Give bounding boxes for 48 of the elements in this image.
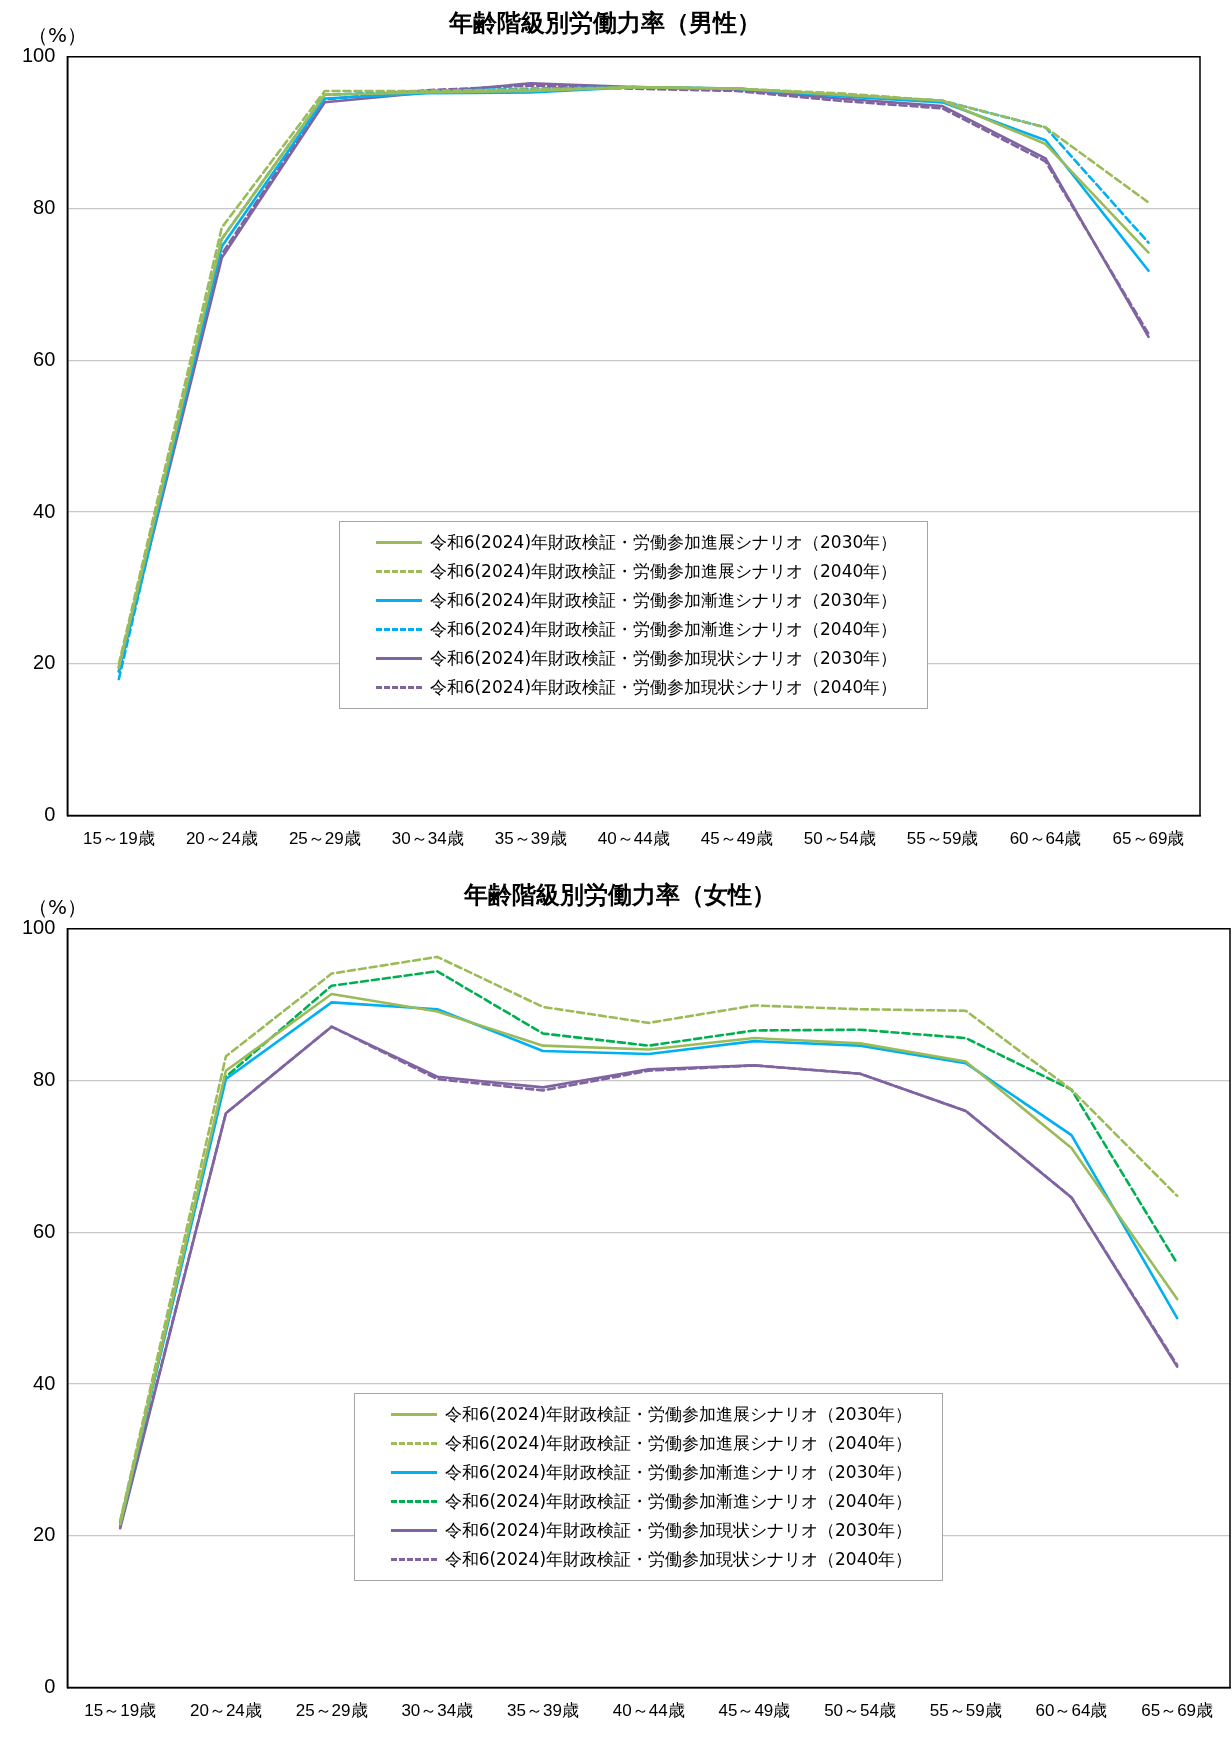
chart-title: 年齢階級別労働力率（女性） bbox=[463, 880, 776, 909]
legend-label: 令和6(2024)年財政検証・労働参加漸進シナリオ（2030年） bbox=[429, 589, 898, 613]
x-tick-label: 15～19歳 bbox=[82, 829, 155, 849]
x-tick-label: 60～64歳 bbox=[1035, 1701, 1108, 1721]
x-tick-label: 20～24歳 bbox=[185, 829, 258, 849]
y-tick-label: 80 bbox=[33, 196, 56, 219]
x-tick-label: 30～34歳 bbox=[391, 829, 464, 849]
x-tick-label: 30～34歳 bbox=[401, 1701, 474, 1721]
x-tick-label: 15～19歳 bbox=[84, 1701, 157, 1721]
y-tick-label: 40 bbox=[33, 499, 56, 522]
x-tick-label: 60～64歳 bbox=[1009, 829, 1082, 849]
legend-label: 令和6(2024)年財政検証・労働参加進展シナリオ（2040年） bbox=[444, 1432, 913, 1456]
x-tick-label: 20～24歳 bbox=[190, 1701, 262, 1721]
x-tick-label: 65～69歳 bbox=[1112, 829, 1185, 849]
y-tick-label: 20 bbox=[33, 1523, 56, 1546]
legend-label: 令和6(2024)年財政検証・労働参加現状シナリオ（2040年） bbox=[429, 676, 898, 700]
x-tick-label: 45～49歳 bbox=[700, 829, 773, 849]
y-tick-label: 60 bbox=[33, 347, 56, 370]
chart-title: 年齢階級別労働力率（男性） bbox=[448, 8, 761, 37]
x-tick-label: 25～29歳 bbox=[288, 829, 361, 849]
legend-label: 令和6(2024)年財政検証・労働参加漸進シナリオ（2040年） bbox=[429, 618, 898, 642]
x-tick-label: 55～59歳 bbox=[929, 1701, 1002, 1721]
y-tick-label: 40 bbox=[33, 1371, 56, 1394]
y-tick-label: 20 bbox=[33, 651, 56, 674]
x-tick-label: 65～69歳 bbox=[1141, 1701, 1214, 1721]
y-tick-label: 0 bbox=[44, 803, 56, 826]
legend-label: 令和6(2024)年財政検証・労働参加現状シナリオ（2030年） bbox=[429, 647, 898, 671]
legend-label: 令和6(2024)年財政検証・労働参加進展シナリオ（2040年） bbox=[429, 560, 898, 584]
x-tick-label: 50～54歳 bbox=[824, 1701, 896, 1721]
x-tick-label: 35～39歳 bbox=[494, 829, 567, 849]
x-tick-label: 55～59歳 bbox=[906, 829, 979, 849]
y-axis-title: （%） bbox=[28, 894, 88, 920]
x-tick-label: 35～39歳 bbox=[507, 1701, 579, 1721]
legend-label: 令和6(2024)年財政検証・労働参加現状シナリオ（2040年） bbox=[444, 1548, 913, 1572]
y-tick-label: 80 bbox=[33, 1068, 56, 1091]
legend-label: 令和6(2024)年財政検証・労働参加進展シナリオ（2030年） bbox=[444, 1403, 913, 1427]
y-axis-title: （%） bbox=[28, 22, 88, 48]
x-tick-label: 40～44歳 bbox=[612, 1701, 685, 1721]
x-tick-label: 45～49歳 bbox=[718, 1701, 791, 1721]
y-tick-label: 60 bbox=[33, 1219, 56, 1242]
x-tick-label: 25～29歳 bbox=[295, 1701, 368, 1721]
legend-label: 令和6(2024)年財政検証・労働参加現状シナリオ（2030年） bbox=[444, 1519, 913, 1543]
x-tick-label: 50～54歳 bbox=[803, 829, 876, 849]
x-tick-label: 40～44歳 bbox=[597, 829, 670, 849]
y-tick-label: 0 bbox=[44, 1675, 56, 1698]
legend-label: 令和6(2024)年財政検証・労働参加進展シナリオ（2030年） bbox=[429, 531, 898, 555]
legend-label: 令和6(2024)年財政検証・労働参加漸進シナリオ（2030年） bbox=[444, 1461, 913, 1485]
legend-label: 令和6(2024)年財政検証・労働参加漸進シナリオ（2040年） bbox=[444, 1490, 913, 1514]
